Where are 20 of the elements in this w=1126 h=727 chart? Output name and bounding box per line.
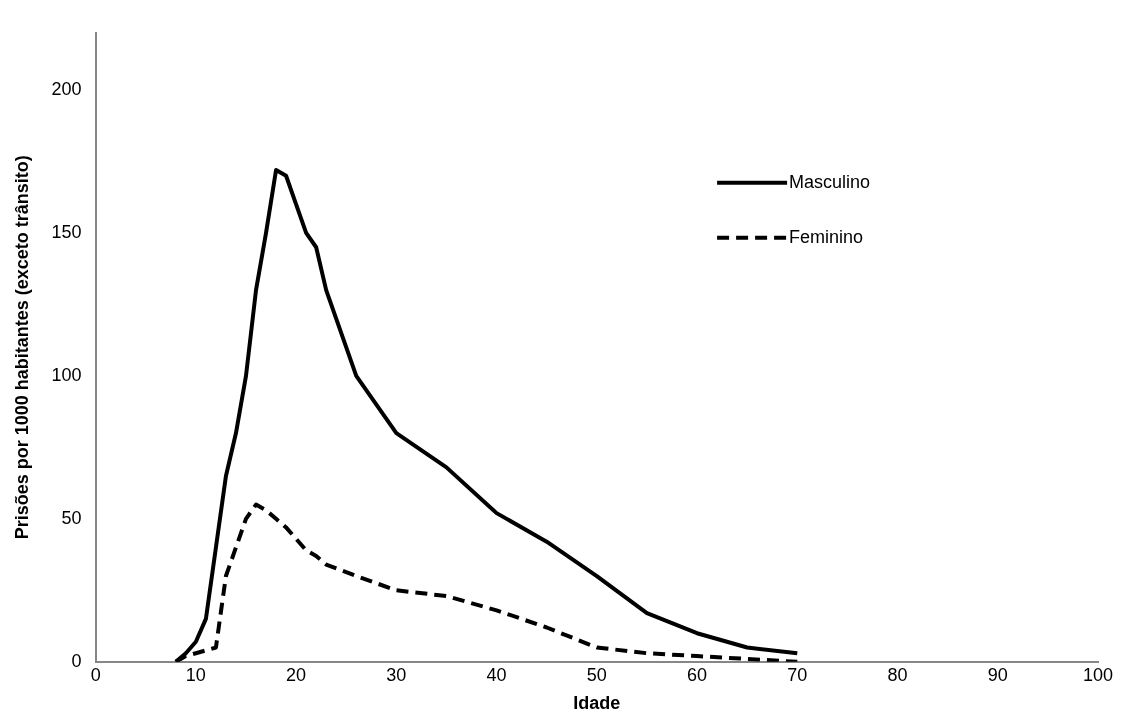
x-tick-label: 80 — [887, 664, 908, 685]
x-tick-label: 100 — [1082, 664, 1114, 685]
x-tick-label: 70 — [787, 664, 808, 685]
x-tick-label: 0 — [90, 664, 101, 685]
x-tick-label: 50 — [586, 664, 607, 685]
legend-label: Masculino — [789, 171, 871, 192]
x-axis-title: Idade — [573, 693, 621, 714]
x-tick-label: 60 — [687, 664, 708, 685]
x-tick-label: 10 — [185, 664, 206, 685]
x-tick-label: 90 — [987, 664, 1008, 685]
y-tick-label: 100 — [51, 364, 82, 385]
x-tick-label: 40 — [486, 664, 507, 685]
y-axis-title: Prisões por 1000 habitantes (exceto trânsito) — [11, 155, 32, 540]
x-tick-label: 20 — [286, 664, 307, 685]
y-tick-label: 0 — [71, 650, 82, 671]
legend-label: Feminino — [789, 226, 864, 247]
y-tick-label: 150 — [51, 221, 82, 242]
y-tick-label: 200 — [51, 78, 82, 99]
y-tick-label: 50 — [61, 507, 82, 528]
x-tick-label: 30 — [386, 664, 407, 685]
